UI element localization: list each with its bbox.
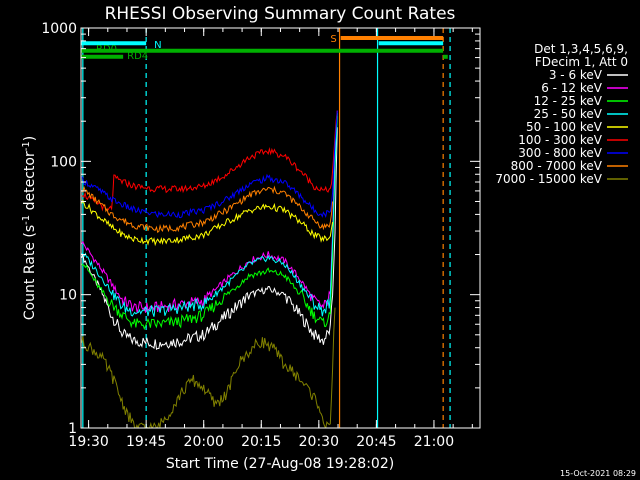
series-line [81, 110, 338, 212]
legend-label: 800 - 7000 keV [511, 159, 603, 173]
x-tick-label: 20:15 [241, 434, 281, 450]
series-line [81, 307, 336, 428]
legend-label: 12 - 25 keV [534, 94, 603, 108]
legend: Det 1,3,4,5,6,9, FDecim 1, Att 0 3 - 6 k… [495, 42, 628, 186]
x-tick-label: 20:30 [299, 434, 339, 450]
x-tick-label: 19:30 [68, 434, 108, 450]
legend-header-line-2: FDecim 1, Att 0 [535, 55, 628, 69]
series-line [81, 113, 338, 317]
x-axis-label: Start Time (27-Aug-08 19:28:02) [166, 456, 394, 472]
legend-label: 3 - 6 keV [549, 68, 603, 82]
legend-label: 50 - 100 keV [526, 120, 603, 134]
legend-header-line-1: Det 1,3,4,5,6,9, [534, 42, 628, 56]
x-tick-label: 19:45 [126, 434, 166, 450]
legend-label: 25 - 50 keV [534, 107, 603, 121]
series-line [81, 110, 338, 313]
y-tick-label: 1 [68, 421, 77, 437]
flag-bar-label: N [154, 40, 161, 51]
legend-label: 300 - 800 keV [518, 146, 602, 160]
chart-title: RHESSI Observing Summary Count Rates [105, 4, 456, 24]
legend-label: 6 - 12 keV [541, 81, 603, 95]
x-tick-label: 20:45 [356, 434, 396, 450]
y-tick-label: 10 [59, 288, 77, 304]
flag-bars: N S RD0 RD4 [81, 34, 448, 62]
legend-label: 7000 - 15000 keV [495, 172, 602, 186]
x-tick-label: 21:00 [414, 434, 454, 450]
series-line [81, 110, 338, 219]
series-line [81, 127, 338, 351]
series-lines [81, 110, 338, 428]
x-axis: 19:30 19:45 20:00 20:15 20:30 20:45 21:00 [68, 28, 473, 450]
y-axis-label: Count Rate (s-1 detector-1) [21, 136, 38, 320]
y-axis: 1 10 100 1000 [41, 21, 480, 437]
series-line [81, 115, 338, 331]
vertical-flag-lines [82, 28, 451, 428]
flag-bar-label: S [330, 34, 336, 45]
y-tick-label: 1000 [41, 21, 77, 37]
series-line [81, 185, 334, 234]
series-line [81, 199, 334, 247]
y-tick-label: 100 [50, 154, 77, 170]
x-tick-label: 20:00 [184, 434, 224, 450]
legend-label: 100 - 300 keV [518, 133, 602, 147]
flag-bar-label: RD0 [96, 44, 117, 55]
footer-date: 15-Oct-2021 08:29 [560, 469, 636, 478]
flag-bar-label: RD4 [127, 51, 148, 62]
